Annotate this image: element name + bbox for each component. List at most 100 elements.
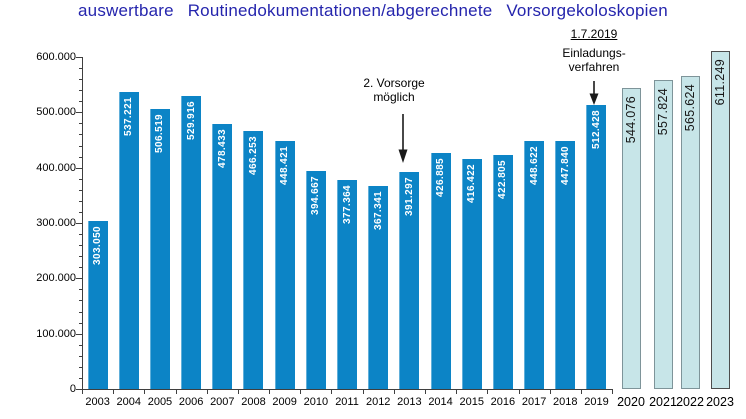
y-minor-tick [79, 366, 82, 368]
x-tick [393, 389, 395, 394]
bar-2022: 565.624 [680, 76, 700, 389]
bar-value-label: 394.667 [310, 175, 322, 215]
bar-2020: 544.076 [621, 87, 641, 389]
y-minor-tick [79, 344, 82, 346]
y-major-tick [76, 389, 82, 390]
y-major-tick [76, 167, 82, 169]
bar-2011: 377.364 [337, 180, 358, 389]
x-axis-label-2018: 2018 [553, 396, 578, 408]
x-tick [456, 389, 458, 394]
y-minor-tick [79, 68, 82, 70]
x-tick [175, 389, 177, 394]
bar-value-label: 377.364 [341, 185, 353, 225]
x-tick [206, 389, 208, 394]
x-axis-label-2008: 2008 [241, 396, 266, 408]
x-axis-label-2021: 2021 [649, 395, 677, 409]
x-axis-label-2010: 2010 [303, 396, 329, 408]
x-tick [300, 389, 302, 394]
bar-2004: 537.221 [118, 91, 139, 389]
y-minor-tick [79, 134, 82, 136]
bar-value-label: 529.916 [185, 100, 197, 140]
bar-value-label: 537.221 [123, 96, 135, 136]
x-tick [144, 389, 146, 394]
y-minor-tick [79, 245, 82, 247]
y-minor-tick [79, 79, 82, 81]
y-minor-tick [79, 200, 82, 202]
bar-value-label: 544.076 [624, 95, 638, 144]
annotation-second-screening: 2. Vorsorge möglich [329, 76, 459, 104]
x-tick [580, 389, 582, 394]
y-axis-tick-label: 600.000 [36, 51, 76, 63]
bar-2009: 448.421 [274, 140, 295, 389]
bar-value-label: 506.519 [154, 113, 166, 153]
x-axis-label-2022: 2022 [676, 395, 704, 409]
y-minor-tick [79, 267, 82, 269]
bar-value-label: 565.624 [683, 84, 697, 132]
bar-2021: 557.824 [653, 80, 673, 389]
bar-2005: 506.519 [149, 108, 170, 389]
x-axis-label-2019: 2019 [584, 396, 609, 408]
bar-2012: 367.341 [368, 185, 389, 389]
y-minor-tick [79, 156, 82, 158]
y-major-tick [76, 112, 82, 114]
y-minor-tick [79, 101, 82, 103]
y-axis-tick-label: 400.000 [36, 161, 76, 174]
x-axis-label-2006: 2006 [178, 396, 204, 408]
bar-value-label: 426.885 [435, 157, 447, 197]
x-axis-label-2020: 2020 [617, 395, 645, 409]
y-minor-tick [79, 123, 82, 125]
y-axis-tick-label: 500.000 [36, 106, 76, 119]
annotation-line: Einladungs- [562, 46, 626, 60]
bar-value-label: 422.805 [497, 160, 509, 199]
x-tick [518, 389, 520, 394]
y-minor-tick [79, 145, 82, 147]
y-minor-tick [79, 234, 82, 236]
x-tick [612, 389, 614, 394]
x-axis-label-2012: 2012 [365, 396, 391, 408]
y-minor-tick [79, 178, 82, 180]
x-axis-label-2014: 2014 [428, 396, 453, 408]
annotation-line: verfahren [568, 60, 620, 74]
y-axis-tick-label: 100.000 [36, 327, 76, 340]
annotation-line: 2. Vorsorge [363, 76, 425, 90]
x-tick [113, 389, 115, 394]
x-axis-line [82, 389, 613, 390]
x-tick [82, 389, 83, 394]
chart-title: auswertbare Routinedokumentationen/abger… [78, 1, 668, 20]
y-major-tick [76, 333, 82, 335]
bar-value-label: 391.297 [403, 177, 415, 217]
bar-2010: 394.667 [305, 170, 326, 389]
bar-2017: 448.622 [524, 140, 545, 389]
x-tick [331, 389, 333, 394]
x-axis-label-2011: 2011 [335, 396, 359, 408]
bar-value-label: 448.421 [279, 145, 291, 185]
bar-value-label: 447.840 [559, 146, 571, 186]
y-minor-tick [79, 322, 82, 324]
bar-value-label: 611.249 [713, 58, 727, 106]
bar-2014: 426.885 [430, 152, 451, 389]
down-arrow-icon [589, 81, 599, 105]
bar-2016: 422.805 [492, 155, 513, 389]
bar-2006: 529.916 [181, 95, 202, 389]
annotation-invitation-procedure: 1.7.2019 Einladungs- verfahren [544, 27, 644, 74]
x-axis-label-2013: 2013 [397, 396, 422, 408]
bar-2015: 416.422 [461, 158, 482, 389]
bar-value-label: 367.341 [372, 190, 384, 230]
x-axis-label-2016: 2016 [490, 396, 516, 408]
x-axis-label-2023: 2023 [706, 395, 734, 409]
x-tick [487, 389, 489, 394]
x-axis-label-2003: 2003 [85, 396, 110, 408]
y-minor-tick [79, 289, 82, 291]
down-arrow-icon [398, 114, 408, 163]
y-minor-tick [79, 311, 82, 313]
y-minor-tick [79, 377, 82, 379]
y-axis-tick-label: 0 [69, 383, 76, 395]
y-minor-tick [79, 90, 82, 92]
y-minor-tick [79, 300, 82, 302]
bar-value-label: 478.433 [216, 129, 228, 169]
x-axis-label-2015: 2015 [459, 396, 484, 408]
x-axis-label-2009: 2009 [272, 396, 297, 408]
bar-2003: 303.050 [87, 221, 108, 389]
bar-2018: 447.840 [555, 141, 576, 389]
bar-value-label: 303.050 [92, 226, 104, 266]
